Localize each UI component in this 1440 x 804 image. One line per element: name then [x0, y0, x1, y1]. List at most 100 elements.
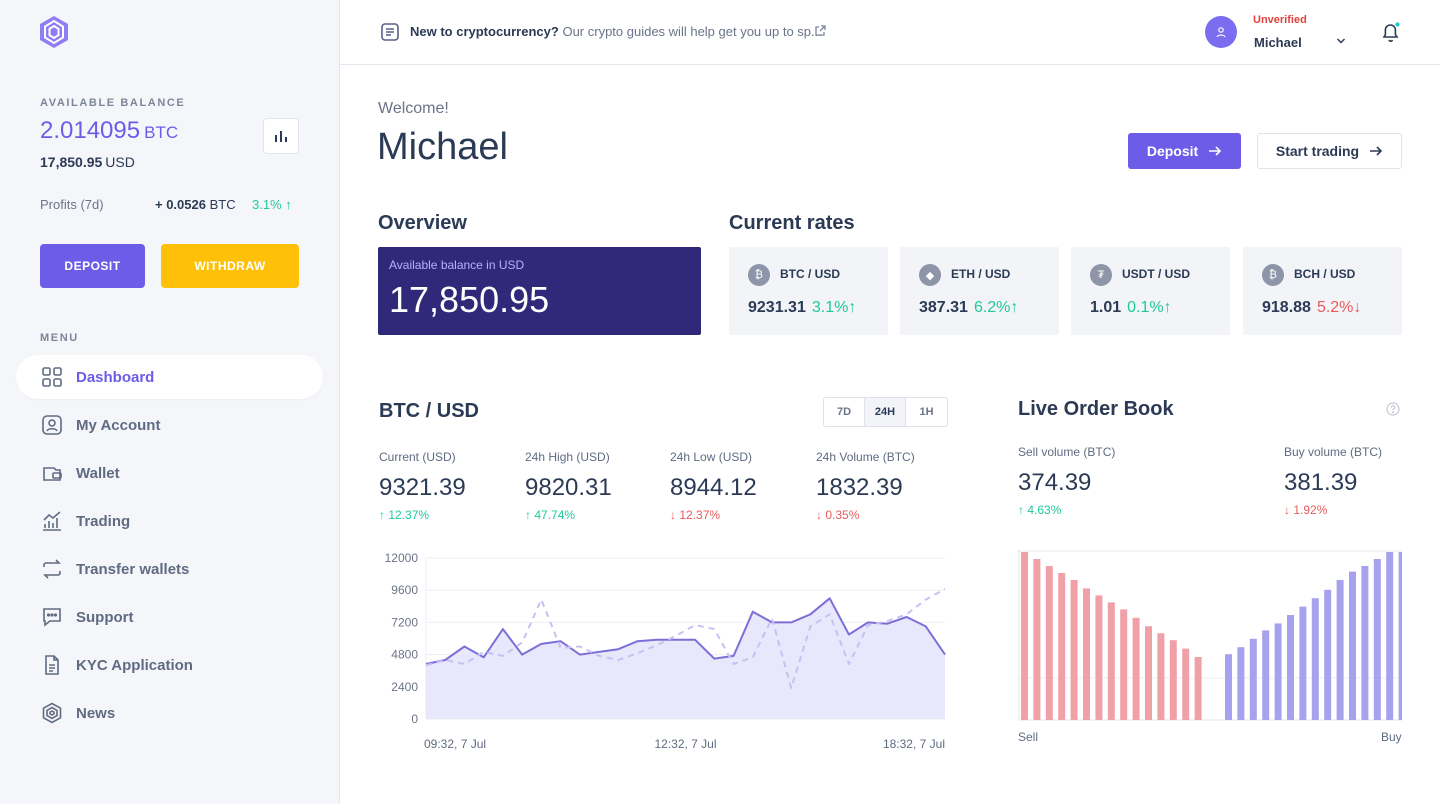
stat-label: 24h High (USD): [525, 450, 610, 464]
bitcoin-cash-icon: ₿: [1262, 264, 1284, 286]
buy-bar: [1249, 638, 1257, 720]
rate-change: 3.1%↑: [811, 299, 857, 316]
stat-value: 8944.12: [670, 474, 757, 501]
avatar[interactable]: [1205, 16, 1237, 48]
rate-change: 0.1%↑: [1127, 299, 1172, 316]
sidebar-item-label: Support: [76, 608, 134, 626]
chevron-down-icon[interactable]: [1336, 37, 1346, 45]
sidebar-item-label: My Account: [76, 416, 161, 434]
buy-bar: [1386, 552, 1394, 720]
buy-bar: [1324, 589, 1332, 720]
sidebar-deposit-button[interactable]: DEPOSIT: [40, 244, 145, 288]
sidebar-item-trading[interactable]: Trading: [16, 499, 323, 543]
rate-card-eth[interactable]: ◆ ETH / USD 387.31 6.2%↑: [900, 247, 1059, 335]
logo-icon[interactable]: [38, 15, 70, 49]
buy-bar: [1225, 654, 1232, 720]
rate-card-btc[interactable]: ₿ BTC / USD 9231.31 3.1%↑: [729, 247, 888, 335]
username[interactable]: Michael: [1254, 35, 1302, 50]
order-book-chart[interactable]: [1018, 550, 1402, 722]
overview-card: Available balance in USD 17,850.95: [378, 247, 701, 335]
buy-bar: [1373, 559, 1381, 720]
sidebar-item-label: Trading: [76, 512, 131, 530]
current-rates-title: Current rates: [729, 212, 855, 234]
stat-value: 9321.39: [379, 474, 466, 501]
stat-change: ↓ 12.37%: [670, 508, 721, 522]
balance-stats-button[interactable]: [263, 118, 299, 154]
sidebar-item-label: Transfer wallets: [76, 560, 190, 578]
trading-icon: [40, 509, 64, 533]
sidebar-withdraw-button[interactable]: WITHDRAW: [161, 244, 299, 288]
buy-bar: [1287, 615, 1294, 720]
y-tick-label: 0: [411, 712, 418, 726]
bell-icon[interactable]: [1380, 20, 1402, 44]
stat-value: 1832.39: [816, 474, 903, 501]
guide-icon: [381, 23, 399, 41]
stat-current: Current (USD) 9321.39 ↑ 12.37%: [379, 450, 466, 522]
tether-icon: ₮: [1090, 264, 1112, 286]
document-icon: [40, 653, 64, 677]
rate-price-value: 9231.31: [748, 299, 806, 316]
timeframe-7d[interactable]: 7D: [824, 398, 865, 426]
sidebar-item-kyc-application[interactable]: KYC Application: [16, 643, 323, 687]
timeframe-24h[interactable]: 24H: [865, 398, 906, 426]
rate-card-usdt[interactable]: ₮ USDT / USD 1.01 0.1%↑: [1071, 247, 1230, 335]
sidebar-item-dashboard[interactable]: Dashboard: [16, 355, 323, 399]
guide-text: Our crypto guides will help get you up t…: [562, 24, 822, 39]
external-link-icon[interactable]: [814, 25, 826, 37]
sidebar-item-my-account[interactable]: My Account: [16, 403, 323, 447]
buy-bar: [1274, 623, 1282, 720]
rate-pair: BTC / USD: [780, 267, 840, 281]
balance-usd: 17,850.95 USD: [40, 154, 135, 170]
arrow-right-icon: [1209, 146, 1222, 156]
rate-card-bch[interactable]: ₿ BCH / USD 918.88 5.2%↓: [1243, 247, 1402, 335]
buy-bar: [1349, 571, 1356, 720]
sell-bar: [1033, 559, 1041, 720]
profits-unit: BTC: [209, 197, 236, 212]
profits-percent: 3.1% ↑: [252, 197, 292, 212]
timeframe-selector: 7D 24H 1H: [823, 397, 948, 427]
stat-label: 24h Volume (BTC): [816, 450, 915, 464]
sidebar-item-label: Wallet: [76, 464, 120, 482]
buy-volume: Buy volume (BTC) 381.39 ↓ 1.92%: [1284, 445, 1382, 517]
buy-bar: [1311, 598, 1319, 720]
ethereum-icon: ◆: [919, 264, 941, 286]
x-tick-label: 12:32, 7 Jul: [654, 737, 716, 751]
sidebar-item-news[interactable]: News: [16, 691, 323, 735]
balance-label: AVAILABLE BALANCE: [40, 97, 186, 109]
sell-bar: [1120, 609, 1128, 720]
help-icon[interactable]: [1386, 402, 1400, 416]
sell-bar: [1194, 657, 1202, 720]
chat-icon: [40, 605, 64, 629]
sidebar-item-label: Dashboard: [76, 368, 155, 386]
guide-banner-link[interactable]: New to cryptocurrency? Our crypto guides…: [410, 24, 822, 39]
sell-bar: [1045, 566, 1053, 720]
btc-price-chart[interactable]: 0 2400 4800 7200 9600 12000 09:32, 7 Jul 12:32,…: [378, 548, 958, 758]
arrow-right-icon: [1370, 146, 1383, 156]
guide-bold-text: New to cryptocurrency?: [410, 24, 559, 39]
sidebar-item-wallet[interactable]: Wallet: [16, 451, 323, 495]
start-trading-button[interactable]: Start trading: [1257, 133, 1402, 169]
buy-volume-value: 381.39: [1284, 469, 1358, 496]
sell-bar: [1083, 588, 1090, 720]
x-tick-label: 09:32, 7 Jul: [424, 737, 486, 751]
profits-value: + 0.0526 BTC: [155, 197, 236, 212]
bitcoin-icon: ₿: [748, 264, 770, 286]
overview-title: Overview: [378, 212, 467, 234]
page-title: Michael: [377, 126, 508, 168]
stat-change: ↓ 0.35%: [816, 508, 860, 522]
user-icon: [40, 413, 64, 437]
deposit-button[interactable]: Deposit: [1128, 133, 1241, 169]
sell-bar: [1058, 573, 1066, 720]
timeframe-1h[interactable]: 1H: [906, 398, 947, 426]
rate-price: 387.31 6.2%↑: [919, 299, 1018, 317]
sidebar-item-transfer-wallets[interactable]: Transfer wallets: [16, 547, 323, 591]
buy-bar: [1361, 566, 1369, 720]
rate-price: 9231.31 3.1%↑: [748, 299, 856, 317]
price-area: [426, 598, 945, 719]
overview-card-label: Available balance in USD: [389, 258, 525, 272]
sell-volume: Sell volume (BTC) 374.39 ↑ 4.63%: [1018, 445, 1115, 517]
sidebar-item-support[interactable]: Support: [16, 595, 323, 639]
balance-usd-value: 17,850.95: [40, 154, 103, 170]
order-book-title: Live Order Book: [1018, 398, 1174, 420]
order-book-buy-axis: Buy: [1381, 730, 1402, 744]
